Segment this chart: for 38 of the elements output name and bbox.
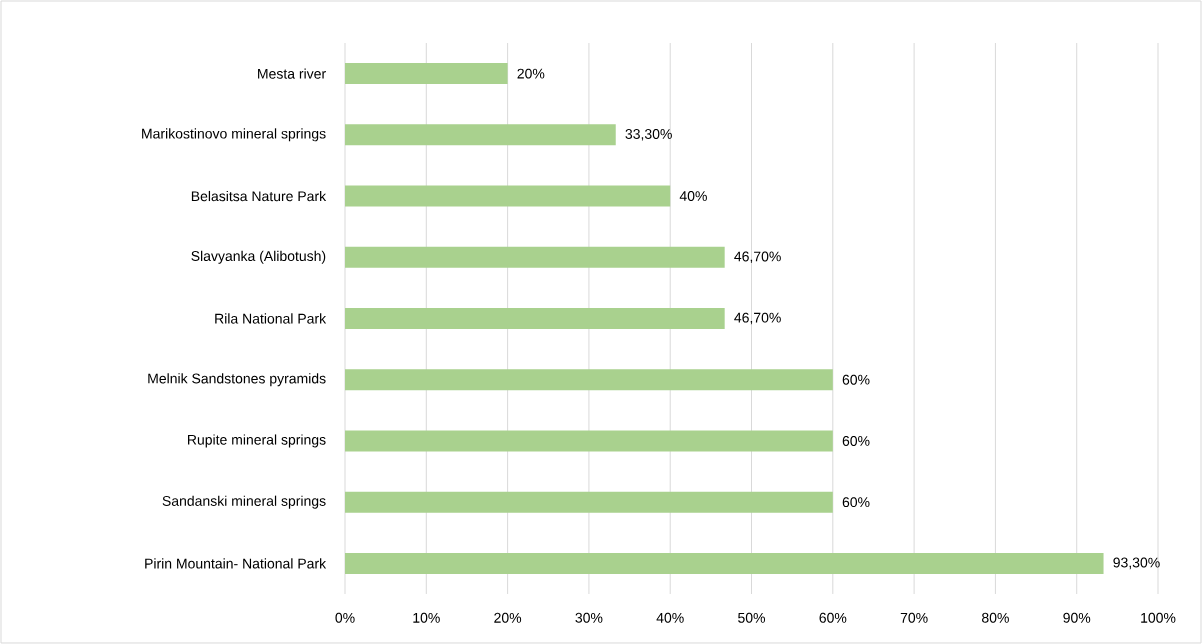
- data-label: 46,70%: [734, 312, 781, 325]
- data-label: 40%: [679, 191, 707, 202]
- bar: [345, 430, 833, 452]
- y-tick-label: Melnik Sandstones pyramids: [148, 373, 326, 387]
- x-tick-label: 70%: [900, 612, 928, 623]
- y-tick-label: Mesta river: [258, 68, 326, 79]
- y-tick-label: Belasitsa Nature Park: [191, 190, 327, 202]
- data-label: 33,30%: [625, 129, 672, 141]
- bar: [345, 552, 1104, 574]
- data-label: 46,70%: [734, 251, 781, 264]
- x-tick-label: 90%: [1063, 612, 1091, 623]
- x-tick-label: 20%: [494, 612, 522, 623]
- data-label: 93,30%: [1113, 557, 1160, 570]
- x-tick-label: 40%: [656, 612, 684, 623]
- x-tick-label: 80%: [982, 612, 1009, 623]
- bar: [345, 246, 725, 268]
- bar: [345, 63, 508, 85]
- x-tick-label: 0%: [335, 612, 355, 623]
- x-tick-label: 30%: [575, 612, 603, 623]
- data-label: 60%: [842, 374, 870, 385]
- y-tick-label: Rupite mineral springs: [188, 434, 326, 448]
- y-tick-label: Rila National Park: [215, 313, 327, 324]
- bar: [345, 124, 616, 146]
- bar: [345, 307, 725, 329]
- data-label: 20%: [517, 68, 545, 79]
- data-label: 60%: [842, 497, 870, 508]
- x-tick-label: 100%: [1141, 612, 1176, 623]
- x-tick-label: 60%: [819, 612, 847, 623]
- x-tick-label: 10%: [413, 612, 440, 623]
- data-label: 60%: [842, 435, 870, 446]
- x-tick-label: 50%: [738, 612, 766, 623]
- bar: [345, 369, 833, 391]
- bar: [345, 185, 671, 207]
- y-tick-label: Sandanski mineral springs: [162, 495, 326, 509]
- bar: [345, 491, 833, 513]
- y-tick-label: Pirin Mountain- National Park: [145, 558, 327, 569]
- y-tick-label: Slavyanka (Alibotush): [191, 250, 326, 264]
- y-tick-label: Marikostinovo mineral springs: [142, 128, 326, 142]
